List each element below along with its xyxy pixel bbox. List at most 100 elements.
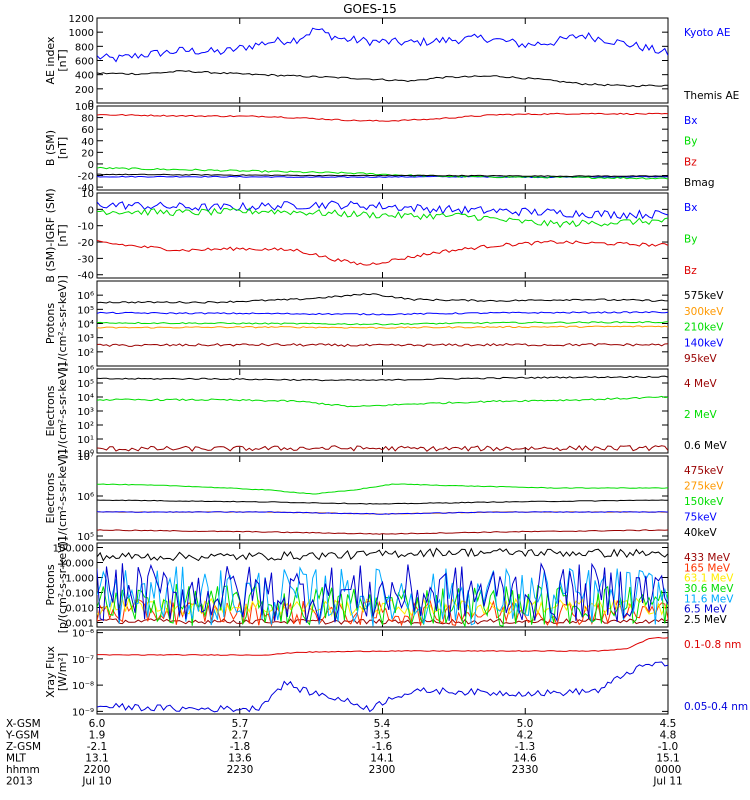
legend-label: Bx bbox=[684, 115, 697, 127]
y-tick-label: 0.100 bbox=[65, 589, 94, 600]
x-axis-value: 4.2 bbox=[517, 730, 534, 742]
x-axis-value: 14.6 bbox=[513, 753, 537, 765]
y-tick-label: 100.000 bbox=[53, 544, 94, 555]
legend-label: 433 MeV bbox=[684, 552, 731, 564]
y-tick-label: 10⁴ bbox=[77, 320, 94, 331]
legend-label: 75keV bbox=[684, 512, 718, 524]
y-tick-label: 0 bbox=[88, 160, 94, 171]
y-tick-label: -20 bbox=[78, 172, 94, 183]
y-tick-label: 10³ bbox=[77, 407, 94, 418]
y-axis-label: Xray Flux bbox=[44, 646, 57, 698]
y-tick-label: 10⁶ bbox=[77, 365, 94, 376]
legend-label: 140keV bbox=[684, 337, 724, 349]
x-axis-value: 14.1 bbox=[370, 753, 393, 765]
y-axis-label: [1/(cm²-s-sr-keV)] bbox=[56, 450, 69, 547]
y-tick-label: 10⁵ bbox=[77, 379, 94, 390]
legend-label: 95keV bbox=[684, 353, 718, 365]
legend-label: 165 MeV bbox=[684, 562, 731, 574]
x-axis-value: 2300 bbox=[369, 764, 396, 776]
legend-label: 2 MeV bbox=[684, 409, 718, 421]
panel-4: 10² 10³ 10⁴ 10⁵ 10⁶ Protons [1/(cm²-s-sr-keV)]… bbox=[44, 275, 724, 372]
x-axis-value: -2.1 bbox=[87, 741, 108, 753]
x-axis-value: 3.5 bbox=[374, 730, 391, 742]
series-line-575kev bbox=[97, 293, 668, 304]
y-axis-label: [nT] bbox=[56, 137, 69, 159]
x-axis-value: Jul 10 bbox=[81, 776, 111, 788]
y-tick-label: 10³ bbox=[77, 334, 94, 345]
x-axis-value: 2200 bbox=[84, 764, 111, 776]
y-tick-label: -20 bbox=[78, 238, 94, 249]
y-axis-label: Electrons bbox=[44, 385, 57, 436]
series-line-0-6-mev bbox=[97, 375, 668, 382]
y-tick-label: 80 bbox=[81, 114, 94, 125]
legend-label: Bmag bbox=[684, 177, 715, 189]
legend-label: Bz bbox=[684, 156, 697, 168]
x-axis-value: 4.8 bbox=[660, 730, 677, 742]
y-tick-label: -30 bbox=[78, 254, 94, 265]
legend-label: 300keV bbox=[684, 306, 724, 318]
y-axis-label: Protons bbox=[44, 564, 57, 605]
panel-frame bbox=[96, 192, 669, 279]
y-tick-label: 0.001 bbox=[65, 619, 94, 630]
y-tick-label: 1200 bbox=[69, 14, 94, 25]
legend-label: By bbox=[684, 136, 697, 148]
panel-5: 10⁰ 10¹ 10² 10³ 10⁴ 10⁵ 10⁶ Electrons [1/(cm²-s-… bbox=[44, 363, 728, 460]
x-axis-row-label: Z-GSM bbox=[6, 741, 41, 753]
panel-3: -40 -30 -20 -10 0 10 B (SM)-IGRF (SM) [nT] Bx By B… bbox=[44, 188, 697, 282]
series-line-kyoto-ae bbox=[97, 27, 668, 63]
panel-1: 0 200 400 600 800 1000 1200 AE index [nT] Kyoto A… bbox=[44, 14, 739, 110]
y-tick-label: 200 bbox=[75, 85, 94, 96]
series-line-150kev bbox=[97, 483, 668, 495]
panel-frame bbox=[96, 629, 669, 715]
y-tick-label: 10⁻⁸ bbox=[72, 681, 94, 692]
y-axis-label: AE index bbox=[44, 36, 57, 85]
series-line-by bbox=[97, 166, 668, 180]
x-axis-value: Jul 11 bbox=[652, 776, 682, 788]
x-axis-value: 2.7 bbox=[232, 730, 249, 742]
x-axis-value: -1.0 bbox=[658, 741, 679, 753]
y-tick-label: 100 bbox=[75, 102, 94, 113]
legend-label: Themis AE bbox=[683, 90, 739, 102]
series-line-2-5-mev bbox=[97, 547, 668, 562]
y-axis-label: [nT] bbox=[56, 49, 69, 71]
legend-label: 275keV bbox=[684, 481, 724, 493]
legend-label: 2.5 MeV bbox=[684, 614, 728, 626]
series-line-210kev bbox=[97, 321, 668, 326]
x-axis-value: 5.7 bbox=[232, 718, 249, 730]
y-tick-label: 10⁻⁶ bbox=[72, 629, 94, 640]
legend-label: Bz bbox=[684, 265, 697, 277]
panel-frame bbox=[96, 280, 669, 367]
x-axis-row-label: MLT bbox=[6, 753, 26, 765]
y-axis-label: [nT] bbox=[56, 224, 69, 246]
legend-label: 210keV bbox=[684, 322, 724, 334]
y-axis-label: [1/(cm²-s-sr-keV)] bbox=[56, 275, 69, 372]
legend-label: 575keV bbox=[684, 290, 724, 302]
y-tick-label: 10.000 bbox=[59, 559, 94, 570]
y-tick-label: 10⁶ bbox=[77, 291, 94, 302]
x-axis-value: 0000 bbox=[655, 764, 682, 776]
y-tick-label: 10 bbox=[81, 189, 94, 200]
x-axis-value: 6.0 bbox=[89, 718, 106, 730]
x-axis-value: 5.0 bbox=[517, 718, 534, 730]
y-tick-label: 0.010 bbox=[65, 604, 94, 615]
y-tick-label: 10⁶ bbox=[77, 492, 94, 503]
series-line-bx bbox=[97, 200, 668, 220]
series-line-30-6-mev bbox=[97, 583, 668, 627]
series-line-0-05-0-4-nm bbox=[97, 661, 668, 713]
y-tick-label: -40 bbox=[78, 271, 94, 282]
legend-label: Bx bbox=[684, 202, 697, 214]
x-axis-value: 2330 bbox=[512, 764, 539, 776]
y-tick-label: 1000 bbox=[69, 28, 94, 39]
panel-7: 0.001 0.010 0.100 1.000 10.000 100.000 Protons… bbox=[44, 537, 734, 634]
y-tick-label: 1.000 bbox=[65, 574, 94, 585]
y-tick-label: 10² bbox=[77, 421, 94, 432]
y-tick-label: 10⁵ bbox=[77, 532, 94, 543]
x-axis-value: -1.3 bbox=[515, 741, 536, 753]
series-line-95kev bbox=[97, 342, 668, 348]
y-axis-label: B (SM)-IGRF (SM) bbox=[44, 188, 57, 282]
y-tick-label: 20 bbox=[81, 148, 94, 159]
series-line-40kev bbox=[97, 499, 668, 505]
